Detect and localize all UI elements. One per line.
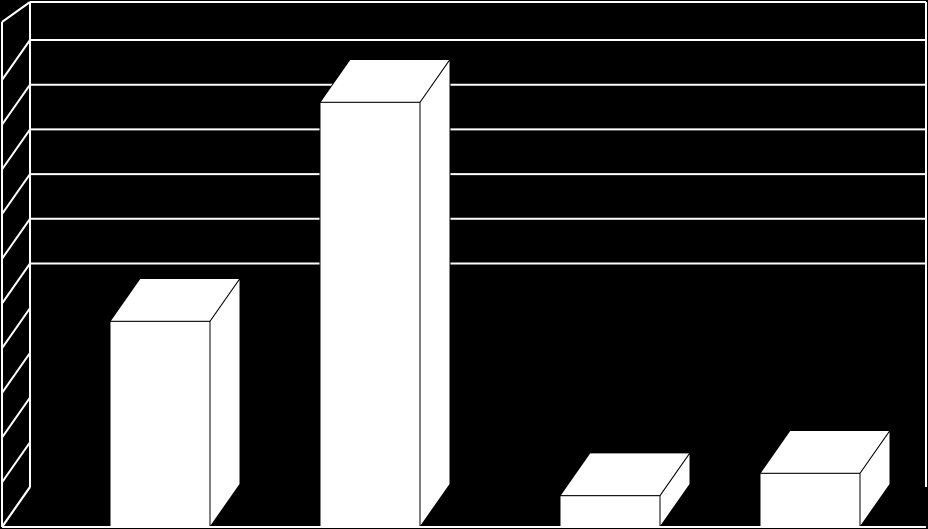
bar	[110, 279, 240, 527]
bar-chart-3d	[0, 0, 928, 529]
bar	[760, 431, 890, 527]
bar	[320, 59, 450, 527]
